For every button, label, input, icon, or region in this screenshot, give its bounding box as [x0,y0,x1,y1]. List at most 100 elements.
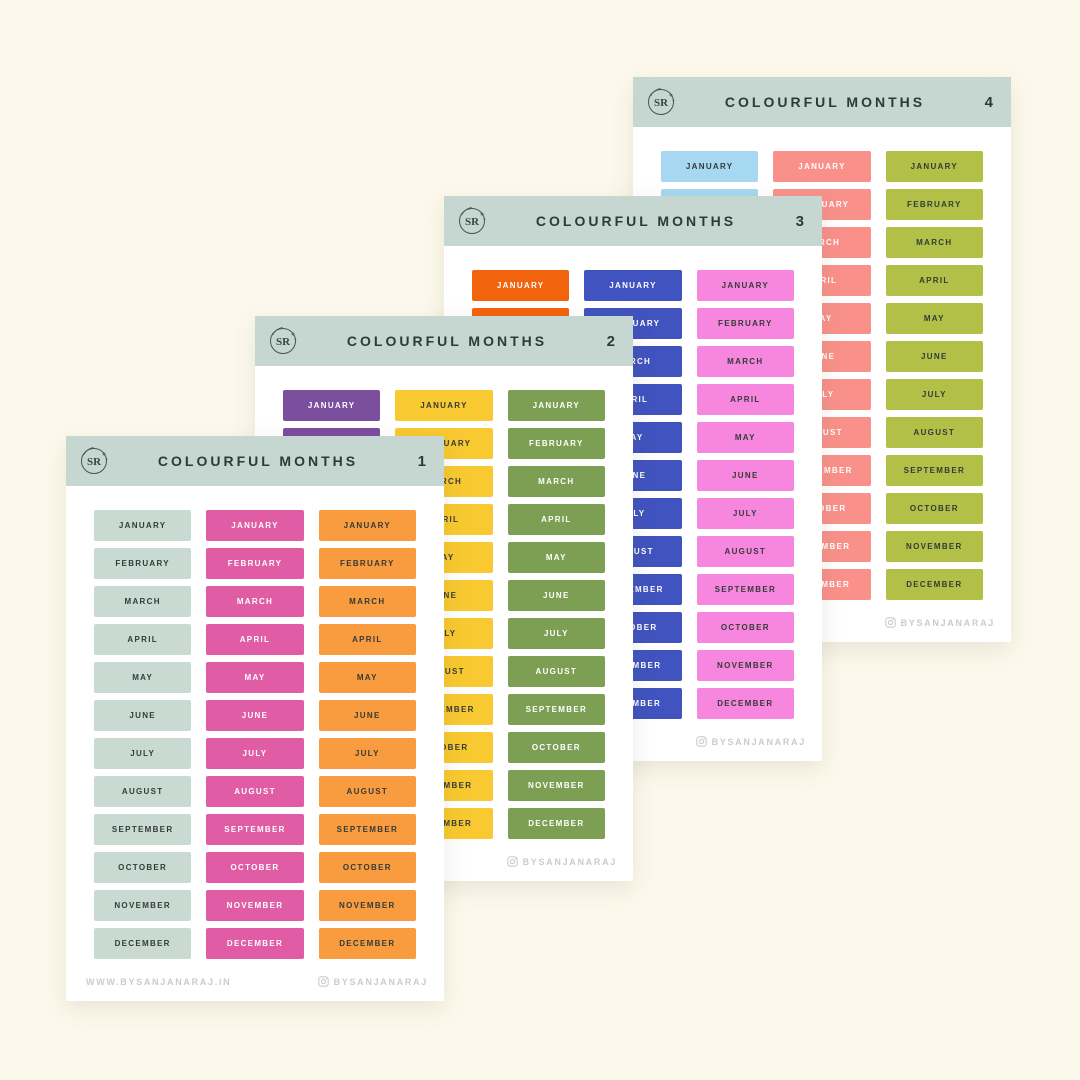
month-sticker: APRIL [206,624,304,655]
month-sticker: OCTOBER [318,852,416,883]
month-sticker: DECEMBER [696,688,794,719]
logo-sr-icon: SR [265,323,301,359]
svg-text:SR: SR [465,216,480,228]
month-sticker: NOVEMBER [94,890,192,921]
month-sticker: MAY [507,542,605,573]
footer-instagram: BYSANJANARAJ [695,736,806,747]
sheet-header: SR COLOURFUL MONTHS 1 [66,436,444,486]
month-sticker: APRIL [318,624,416,655]
month-column-olive: JANUARY FEBRUARY MARCH APRIL MAY JUNE JULY AUGU… [885,151,983,600]
month-sticker: OCTOBER [507,732,605,763]
logo-sr-icon: SR [76,443,112,479]
month-sticker: MAY [696,422,794,453]
month-sticker: MAY [94,662,192,693]
sheet-title: COLOURFUL MONTHS [157,453,359,469]
month-sticker: FEBRUARY [206,548,304,579]
month-sticker: JANUARY [395,390,493,421]
months-grid: JANUARY FEBRUARY MARCH APRIL MAY JUNE JULY AUGU… [66,486,444,959]
sheet-header: SR COLOURFUL MONTHS 3 [444,196,822,246]
month-sticker: NOVEMBER [206,890,304,921]
footer-instagram-handle: BYSANJANARAJ [900,617,995,628]
month-sticker: MARCH [318,586,416,617]
month-sticker: NOVEMBER [885,531,983,562]
month-sticker: AUGUST [318,776,416,807]
footer-instagram-handle: BYSANJANARAJ [522,856,617,867]
month-sticker: JUNE [507,580,605,611]
sheet-footer: WWW.BYSANJANARAJ.IN BYSANJANARAJ [86,976,428,987]
month-sticker: APRIL [696,384,794,415]
month-sticker: JANUARY [885,151,983,182]
month-sticker: JANUARY [507,390,605,421]
month-sticker: NOVEMBER [318,890,416,921]
month-sticker: JULY [318,738,416,769]
month-sticker: JANUARY [773,151,871,182]
month-sticker: AUGUST [507,656,605,687]
month-sticker: MAY [318,662,416,693]
month-sticker: JANUARY [206,510,304,541]
month-sticker: FEBRUARY [885,189,983,220]
month-sticker: SEPTEMBER [94,814,192,845]
month-sticker: JANUARY [661,151,759,182]
logo-sr-icon: SR [643,84,679,120]
instagram-icon [695,736,707,747]
sheet-number: 1 [417,452,426,470]
month-sticker: MARCH [206,586,304,617]
month-sticker: OCTOBER [696,612,794,643]
footer-website: WWW.BYSANJANARAJ.IN [86,976,232,987]
month-sticker: SEPTEMBER [206,814,304,845]
footer-instagram: BYSANJANARAJ [317,976,428,987]
instagram-icon [317,976,329,987]
month-sticker: DECEMBER [885,569,983,600]
month-sticker: MAY [206,662,304,693]
month-sticker: SEPTEMBER [885,455,983,486]
footer-instagram: BYSANJANARAJ [884,617,995,628]
month-sticker: SEPTEMBER [318,814,416,845]
month-sticker: JULY [507,618,605,649]
month-sticker: MARCH [507,466,605,497]
month-sticker: JUNE [206,700,304,731]
month-sticker: AUGUST [696,536,794,567]
sheet-number: 3 [795,212,804,230]
sheet-1: SR COLOURFUL MONTHS 1 JANUARY FEBRUARY MAR… [66,436,444,1001]
instagram-icon [884,617,896,628]
month-sticker: JANUARY [94,510,192,541]
footer-instagram: BYSANJANARAJ [506,856,617,867]
svg-text:SR: SR [654,97,669,109]
month-sticker: JANUARY [584,270,682,301]
svg-text:SR: SR [87,456,102,468]
month-sticker: JUNE [94,700,192,731]
month-sticker: APRIL [885,265,983,296]
month-sticker: JULY [94,738,192,769]
month-sticker: APRIL [94,624,192,655]
month-sticker: APRIL [507,504,605,535]
month-sticker: MAY [885,303,983,334]
month-sticker: NOVEMBER [507,770,605,801]
month-column-orange: JANUARY FEBRUARY MARCH APRIL MAY JUNE JULY AUGU… [318,510,416,959]
month-sticker: AUGUST [206,776,304,807]
month-sticker: JUNE [318,700,416,731]
month-sticker: OCTOBER [94,852,192,883]
month-sticker: JULY [696,498,794,529]
month-sticker: AUGUST [885,417,983,448]
sheet-title: COLOURFUL MONTHS [346,333,548,349]
month-sticker: SEPTEMBER [507,694,605,725]
month-sticker: DECEMBER [507,808,605,839]
footer-instagram-handle: BYSANJANARAJ [711,736,806,747]
month-sticker: MARCH [696,346,794,377]
month-sticker: JULY [885,379,983,410]
month-sticker: JANUARY [472,270,570,301]
month-sticker: JULY [206,738,304,769]
month-sticker: JANUARY [318,510,416,541]
month-column-pink: JANUARY FEBRUARY MARCH APRIL MAY JUNE JULY AUGU… [206,510,304,959]
sheet-header: SR COLOURFUL MONTHS 4 [633,77,1011,127]
month-sticker: JANUARY [283,390,381,421]
month-sticker: NOVEMBER [696,650,794,681]
sheet-title: COLOURFUL MONTHS [724,94,926,110]
month-sticker: JUNE [885,341,983,372]
month-sticker: DECEMBER [94,928,192,959]
sheet-number: 2 [606,332,615,350]
logo-sr-icon: SR [454,203,490,239]
sheet-title: COLOURFUL MONTHS [535,213,737,229]
month-sticker: DECEMBER [318,928,416,959]
